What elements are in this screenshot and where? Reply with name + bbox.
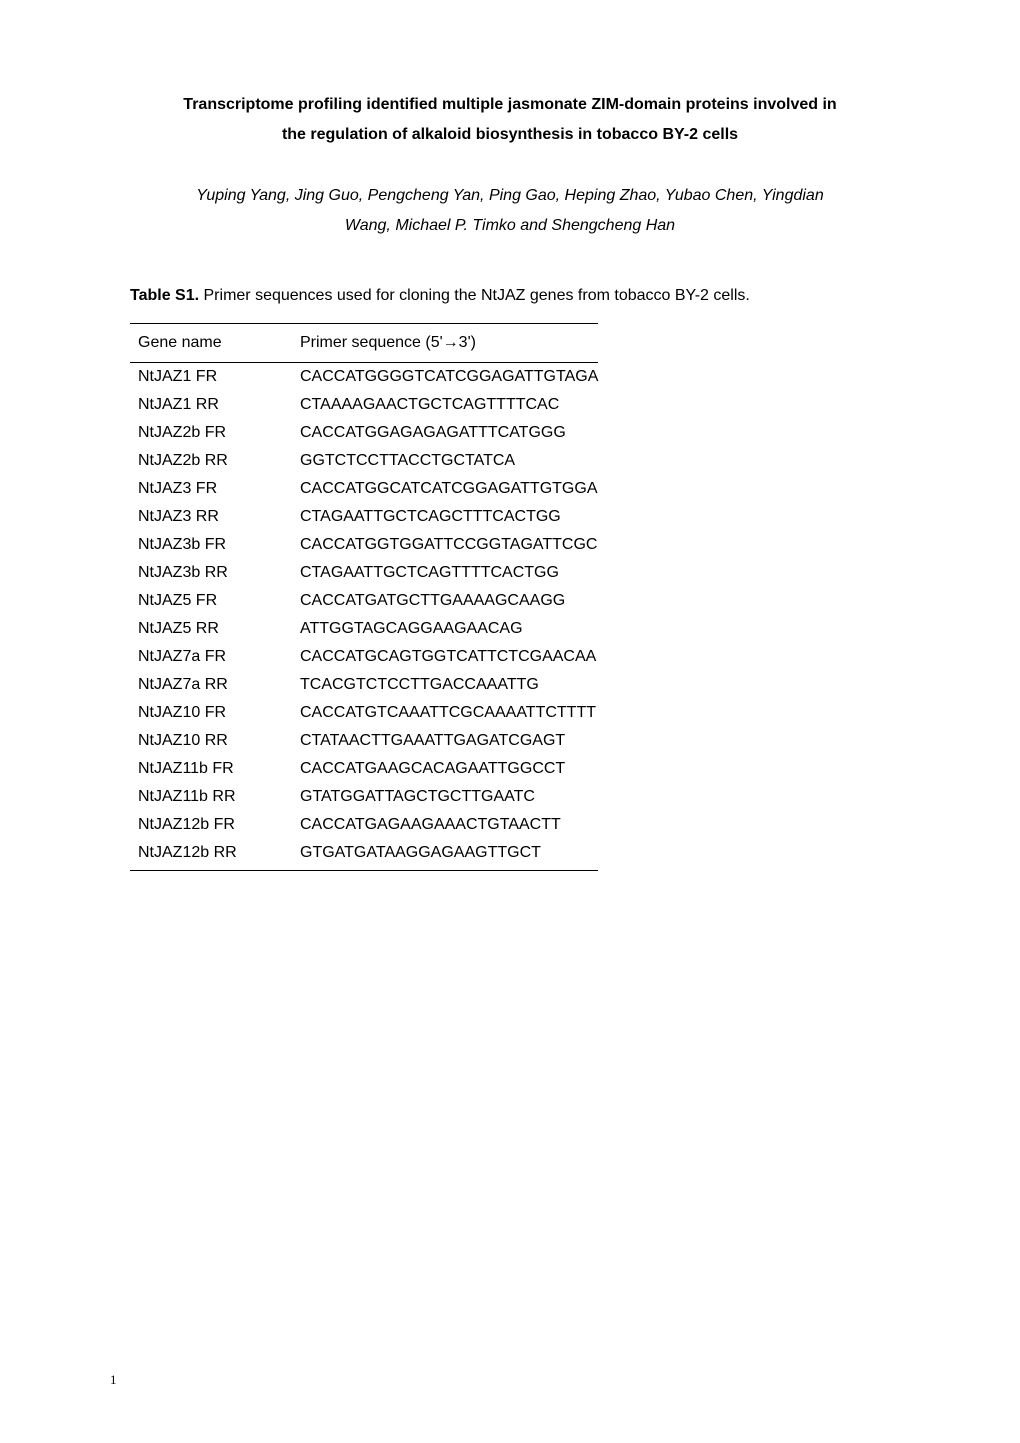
- cell-primer-seq: CACCATGGAGAGAGATTTCATGGG: [300, 419, 598, 447]
- table-row: NtJAZ12b FRCACCATGAGAAGAAACTGTAACTT: [130, 811, 598, 839]
- cell-gene-name: NtJAZ5 FR: [130, 587, 300, 615]
- table-row: NtJAZ3b FRCACCATGGTGGATTCCGGTAGATTCGC: [130, 531, 598, 559]
- table-row: NtJAZ2b FRCACCATGGAGAGAGATTTCATGGG: [130, 419, 598, 447]
- table-row: NtJAZ1 RRCTAAAAGAACTGCTCAGTTTTCAC: [130, 391, 598, 419]
- document-authors: Yuping Yang, Jing Guo, Pengcheng Yan, Pi…: [110, 181, 910, 242]
- cell-primer-seq: GGTCTCCTTACCTGCTATCA: [300, 447, 598, 475]
- cell-gene-name: NtJAZ3 FR: [130, 475, 300, 503]
- cell-primer-seq: CACCATGCAGTGGTCATTCTCGAACAA: [300, 643, 598, 671]
- cell-primer-seq: CACCATGGGGTCATCGGAGATTGTAGA: [300, 362, 598, 391]
- table-row: NtJAZ5 RRATTGGTAGCAGGAAGAACAG: [130, 615, 598, 643]
- table-label: Table S1.: [130, 287, 199, 304]
- table-row: NtJAZ3 RRCTAGAATTGCTCAGCTTTCACTGG: [130, 503, 598, 531]
- cell-primer-seq: CACCATGATGCTTGAAAAGCAAGG: [300, 587, 598, 615]
- cell-gene-name: NtJAZ5 RR: [130, 615, 300, 643]
- cell-primer-seq: TCACGTCTCCTTGACCAAATTG: [300, 671, 598, 699]
- cell-primer-seq: ATTGGTAGCAGGAAGAACAG: [300, 615, 598, 643]
- table-row: NtJAZ2b RRGGTCTCCTTACCTGCTATCA: [130, 447, 598, 475]
- cell-gene-name: NtJAZ1 RR: [130, 391, 300, 419]
- title-line-2: the regulation of alkaloid biosynthesis …: [282, 126, 738, 143]
- cell-primer-seq: GTATGGATTAGCTGCTTGAATC: [300, 783, 598, 811]
- cell-gene-name: NtJAZ2b RR: [130, 447, 300, 475]
- table-row: NtJAZ10 FRCACCATGTCAAATTCGCAAAATTCTTTT: [130, 699, 598, 727]
- table-header-row: Gene name Primer sequence (5'→3'): [130, 323, 598, 362]
- table-row: NtJAZ10 RRCTATAACTTGAAATTGAGATCGAGT: [130, 727, 598, 755]
- cell-gene-name: NtJAZ7a FR: [130, 643, 300, 671]
- cell-primer-seq: CACCATGGTGGATTCCGGTAGATTCGC: [300, 531, 598, 559]
- cell-primer-seq: CTAGAATTGCTCAGTTTTCACTGG: [300, 559, 598, 587]
- table-row: NtJAZ11b FRCACCATGAAGCACAGAATTGGCCT: [130, 755, 598, 783]
- table-row: NtJAZ11b RRGTATGGATTAGCTGCTTGAATC: [130, 783, 598, 811]
- column-primer-sequence: Primer sequence (5'→3'): [300, 323, 598, 362]
- cell-primer-seq: CTAGAATTGCTCAGCTTTCACTGG: [300, 503, 598, 531]
- table-row: NtJAZ12b RRGTGATGATAAGGAGAAGTTGCT: [130, 839, 598, 871]
- cell-primer-seq: CTAAAAGAACTGCTCAGTTTTCAC: [300, 391, 598, 419]
- table-caption: Table S1. Primer sequences used for clon…: [130, 287, 910, 305]
- table-row: NtJAZ3 FRCACCATGGCATCATCGGAGATTGTGGA: [130, 475, 598, 503]
- document-title: Transcriptome profiling identified multi…: [110, 90, 910, 151]
- cell-gene-name: NtJAZ11b FR: [130, 755, 300, 783]
- cell-primer-seq: CACCATGGCATCATCGGAGATTGTGGA: [300, 475, 598, 503]
- table-row: NtJAZ7a FRCACCATGCAGTGGTCATTCTCGAACAA: [130, 643, 598, 671]
- table-row: NtJAZ1 FRCACCATGGGGTCATCGGAGATTGTAGA: [130, 362, 598, 391]
- cell-gene-name: NtJAZ7a RR: [130, 671, 300, 699]
- cell-gene-name: NtJAZ2b FR: [130, 419, 300, 447]
- cell-gene-name: NtJAZ10 RR: [130, 727, 300, 755]
- cell-gene-name: NtJAZ12b RR: [130, 839, 300, 871]
- primer-table: Gene name Primer sequence (5'→3') NtJAZ1…: [130, 323, 598, 871]
- authors-line-2: Wang, Michael P. Timko and Shengcheng Ha…: [345, 217, 675, 234]
- cell-gene-name: NtJAZ11b RR: [130, 783, 300, 811]
- authors-line-1: Yuping Yang, Jing Guo, Pengcheng Yan, Pi…: [196, 187, 823, 204]
- cell-gene-name: NtJAZ10 FR: [130, 699, 300, 727]
- cell-gene-name: NtJAZ12b FR: [130, 811, 300, 839]
- table-row: NtJAZ7a RRTCACGTCTCCTTGACCAAATTG: [130, 671, 598, 699]
- cell-gene-name: NtJAZ3 RR: [130, 503, 300, 531]
- title-line-1: Transcriptome profiling identified multi…: [183, 96, 836, 113]
- cell-primer-seq: CACCATGTCAAATTCGCAAAATTCTTTT: [300, 699, 598, 727]
- table-row: NtJAZ3b RRCTAGAATTGCTCAGTTTTCACTGG: [130, 559, 598, 587]
- cell-primer-seq: CTATAACTTGAAATTGAGATCGAGT: [300, 727, 598, 755]
- cell-primer-seq: GTGATGATAAGGAGAAGTTGCT: [300, 839, 598, 871]
- cell-primer-seq: CACCATGAAGCACAGAATTGGCCT: [300, 755, 598, 783]
- cell-primer-seq: CACCATGAGAAGAAACTGTAACTT: [300, 811, 598, 839]
- cell-gene-name: NtJAZ3b RR: [130, 559, 300, 587]
- table-row: NtJAZ5 FRCACCATGATGCTTGAAAAGCAAGG: [130, 587, 598, 615]
- column-gene-name: Gene name: [130, 323, 300, 362]
- cell-gene-name: NtJAZ3b FR: [130, 531, 300, 559]
- cell-gene-name: NtJAZ1 FR: [130, 362, 300, 391]
- table-caption-text: Primer sequences used for cloning the Nt…: [199, 287, 750, 304]
- page-number: 1: [110, 1372, 117, 1388]
